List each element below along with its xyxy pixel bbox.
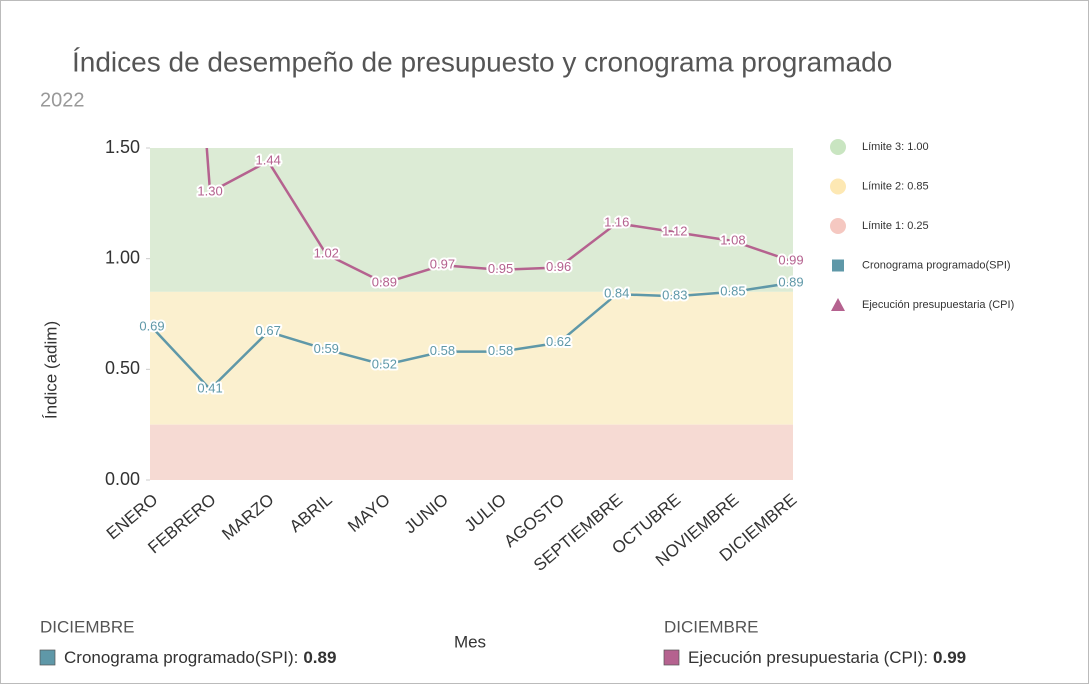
legend-marker (830, 139, 846, 155)
y-tick-label: 1.50 (105, 137, 140, 157)
data-label: 0.58 (430, 343, 455, 358)
data-label: 1.12 (662, 224, 687, 239)
series-line (151, 281, 792, 392)
data-label: 0.83 (662, 288, 687, 303)
x-axis-label: Mes (454, 632, 486, 651)
band (150, 291, 793, 425)
data-label: 0.67 (256, 323, 281, 338)
legend-label: Cronograma programado(SPI) (862, 259, 1011, 271)
data-label: 0.89 (778, 274, 803, 289)
footer-swatch (39, 649, 56, 666)
data-label: 0.52 (372, 356, 397, 371)
y-tick-label: 0.00 (105, 469, 140, 489)
data-label: 0.59 (314, 341, 339, 356)
band (150, 424, 793, 480)
data-label: 0.96 (546, 259, 571, 274)
legend-label: Límite 3: 1.00 (862, 141, 929, 153)
footer-text: Ejecución presupuestaria (CPI): 0.99 (688, 648, 966, 667)
data-label: 0.89 (372, 274, 397, 289)
legend-marker (832, 259, 844, 272)
data-label: 0.85 (720, 283, 745, 298)
legend-marker (830, 218, 846, 234)
y-axis-label: Índice (adim) (41, 321, 60, 419)
data-label: 0.41 (197, 381, 222, 396)
data-label: 0.58 (488, 343, 513, 358)
legend-label: Límite 2: 0.85 (862, 180, 929, 192)
data-label: 0.62 (546, 334, 571, 349)
legend-label: Límite 1: 0.25 (862, 220, 929, 232)
data-label: 1.02 (314, 246, 339, 261)
chart-title: Índices de desempeño de presupuesto y cr… (72, 46, 892, 77)
data-label: 1.30 (197, 184, 222, 199)
footer-value: 0.89 (303, 648, 336, 667)
plot: 0.69 0.41 0.67 0.59 0.52 0.58 0.58 0.62 0.84 0.83… (137, 148, 806, 398)
legend-marker (830, 178, 846, 195)
data-label: 0.95 (488, 261, 513, 276)
data-label: 0.99 (778, 252, 803, 267)
data-label: 0.69 (139, 319, 164, 334)
legend-label: Ejecución presupuestaria (CPI) (862, 299, 1014, 311)
data-label: 1.44 (256, 153, 281, 168)
y-tick-label: 0.50 (105, 358, 140, 378)
chart-subtitle: 2022 (40, 89, 85, 111)
bands (150, 148, 793, 480)
footer-text: Cronograma programado(SPI): 0.89 (64, 648, 336, 667)
footer-period: DICIEMBRE (40, 617, 134, 636)
data-label: 0.84 (604, 286, 629, 301)
footer-swatch (663, 649, 680, 666)
series-line (205, 148, 792, 285)
data-label: 1.16 (604, 215, 629, 230)
footer-value: 0.99 (933, 648, 966, 667)
footer-label: Ejecución presupuestaria (CPI): (688, 648, 928, 667)
footer-label: Cronograma programado(SPI): (64, 648, 298, 667)
data-label: 0.97 (430, 257, 455, 272)
y-tick-label: 1.00 (105, 247, 140, 267)
data-label: 1.08 (720, 232, 745, 247)
legend-marker (831, 298, 845, 311)
band (150, 148, 793, 292)
footer-period: DICIEMBRE (664, 617, 758, 636)
